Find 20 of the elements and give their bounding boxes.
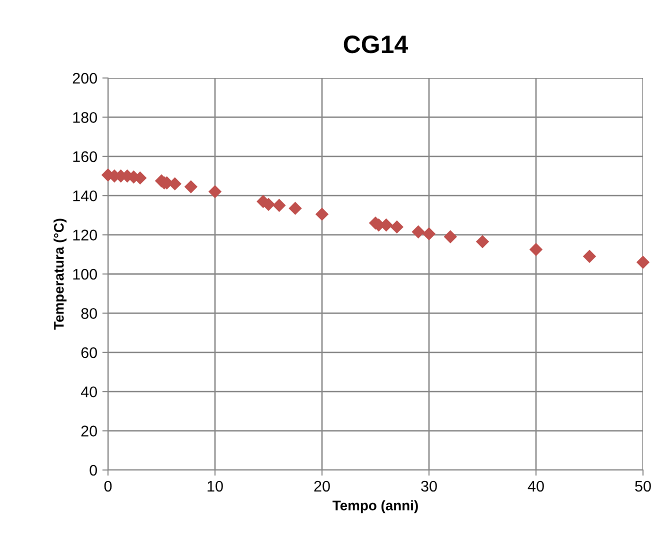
x-tick-label: 50 [635, 480, 651, 492]
y-tick-label: 180 [73, 112, 97, 123]
x-tick-label: 40 [528, 480, 544, 492]
y-tick-label: 200 [72, 72, 97, 84]
x-tick-label: 10 [208, 480, 223, 492]
x-axis-title: Tempo (anni) [332, 500, 418, 514]
y-tick-label: 80 [81, 308, 97, 319]
y-axis-title: Temperatura (°C) [54, 218, 67, 330]
y-tick-label: 120 [73, 230, 97, 240]
x-tick-label: 30 [421, 480, 437, 492]
x-tick-label: 20 [314, 480, 330, 492]
y-tick-label: 100 [73, 268, 97, 280]
y-tick-label: 0 [90, 464, 97, 476]
y-tick-label: 160 [73, 151, 97, 162]
y-tick-label: 60 [81, 347, 97, 358]
chart-title: CG14 [344, 36, 408, 54]
y-tick-label: 140 [73, 190, 97, 202]
y-tick-label: 20 [81, 426, 97, 436]
y-tick-label: 40 [80, 386, 97, 398]
x-tick-label: 0 [104, 480, 112, 492]
